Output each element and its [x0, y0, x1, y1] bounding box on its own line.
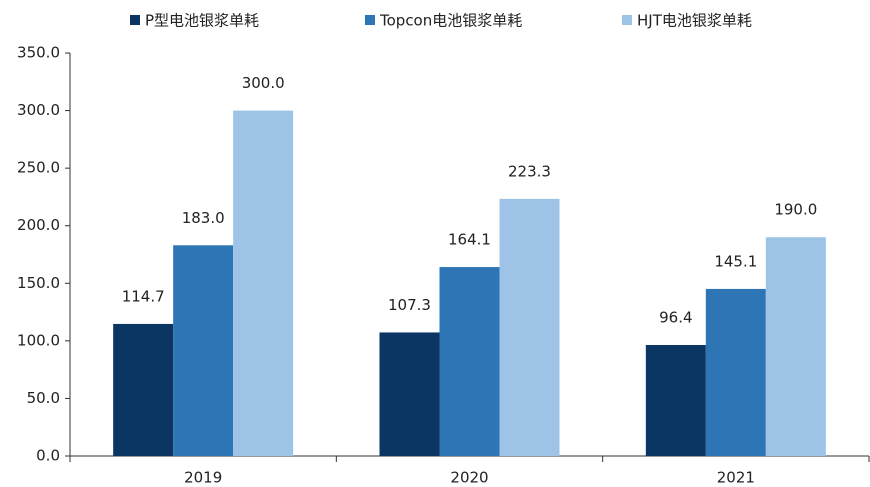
bar: [499, 198, 560, 457]
data-label: 145.1: [714, 252, 757, 270]
legend-swatch: [365, 15, 375, 25]
legend-label: Topcon电池银浆单耗: [379, 12, 522, 30]
bar: [645, 345, 706, 456]
legend-label: HJT电池银浆单耗: [637, 12, 752, 30]
bar: [173, 245, 234, 456]
legend-label: P型电池银浆单耗: [145, 12, 259, 30]
y-tick-label: 0.0: [36, 447, 60, 465]
y-tick-label: 350.0: [17, 44, 60, 62]
x-tick-label: 2019: [184, 469, 222, 487]
bar: [765, 237, 826, 456]
y-tick-label: 200.0: [17, 216, 60, 234]
data-label: 223.3: [508, 162, 551, 180]
x-tick-label: 2020: [450, 469, 488, 487]
x-tick-label: 2021: [717, 469, 755, 487]
data-label: 190.0: [774, 201, 817, 219]
bar: [439, 267, 500, 456]
data-label: 114.7: [122, 287, 165, 305]
y-tick-label: 250.0: [17, 159, 60, 177]
bar: [705, 288, 766, 456]
bar: [233, 110, 294, 457]
data-label: 300.0: [242, 74, 285, 92]
y-tick-label: 300.0: [17, 101, 60, 119]
data-label: 96.4: [659, 309, 692, 327]
legend-swatch: [130, 15, 140, 25]
data-label: 164.1: [448, 231, 491, 249]
legend-swatch: [622, 15, 632, 25]
y-tick-label: 100.0: [17, 331, 60, 349]
bar: [379, 332, 440, 456]
data-label: 183.0: [182, 209, 225, 227]
data-label: 107.3: [388, 296, 431, 314]
bar: [113, 323, 174, 456]
y-tick-label: 50.0: [27, 389, 60, 407]
y-tick-label: 150.0: [17, 274, 60, 292]
